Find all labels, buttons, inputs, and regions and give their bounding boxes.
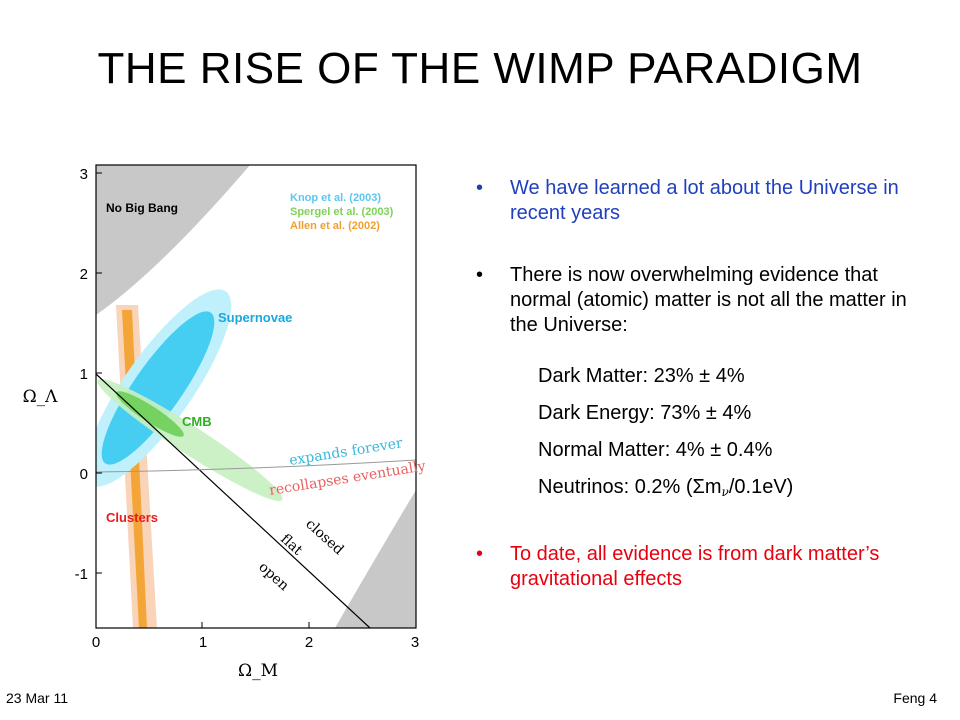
cmb-label: CMB bbox=[182, 414, 212, 429]
legend-spergel: Spergel et al. (2003) bbox=[290, 206, 394, 218]
plot-frame bbox=[95, 164, 417, 629]
normal-matter-stat: Normal Matter: 4% ± 0.4% bbox=[538, 439, 773, 461]
x-tick-label: 0 bbox=[92, 634, 100, 651]
no-big-bang-region bbox=[96, 165, 250, 315]
composition-list: Dark Matter: 23% ± 4% Dark Energy: 73% ±… bbox=[476, 364, 916, 512]
bullet-item: • There is now overwhelming evidence tha… bbox=[476, 263, 916, 338]
flat-universe-line bbox=[96, 373, 371, 628]
y-tick-label: -1 bbox=[75, 566, 88, 583]
x-tick-label: 3 bbox=[411, 634, 419, 651]
legend-allen: Allen et al. (2002) bbox=[290, 220, 380, 232]
omega-plane-diagram: 3 2 1 0 -1 0 1 2 3 Ω_M Ω_Λ No Big Bang K… bbox=[23, 164, 427, 681]
y-axis-label: Ω_Λ bbox=[23, 387, 59, 407]
supernovae-label: Supernovae bbox=[218, 310, 292, 325]
cmb-contour-inner bbox=[116, 391, 184, 437]
neutrinos-suffix: /0.1eV) bbox=[728, 476, 794, 498]
x-axis-label: Ω_M bbox=[238, 661, 278, 681]
bullet-list: • We have learned a lot about the Univer… bbox=[476, 176, 916, 592]
y-tick-label: 0 bbox=[80, 466, 88, 483]
dark-matter-stat: Dark Matter: 23% ± 4% bbox=[538, 365, 745, 387]
legend-knop: Knop et al. (2003) bbox=[290, 192, 381, 204]
y-tick-label: 2 bbox=[80, 266, 88, 283]
y-tick-label: 1 bbox=[80, 366, 88, 383]
cosmology-plot: 3 2 1 0 -1 0 1 2 3 Ω_M Ω_Λ No Big Bang K… bbox=[0, 150, 440, 690]
clusters-label: Clusters bbox=[106, 510, 158, 525]
no-big-bang-label: No Big Bang bbox=[106, 201, 178, 215]
bullet-marker: • bbox=[476, 177, 484, 199]
x-tick-label: 2 bbox=[305, 634, 313, 651]
bullet-text: To date, all evidence is from dark matte… bbox=[510, 543, 880, 590]
bullet-item: • We have learned a lot about the Univer… bbox=[476, 176, 916, 226]
footer-date: 23 Mar 11 bbox=[6, 690, 68, 706]
x-tick-label: 1 bbox=[199, 634, 207, 651]
tick-marks bbox=[96, 172, 310, 628]
y-tick-label: 3 bbox=[80, 166, 88, 183]
slide-title: THE RISE OF THE WIMP PARADIGM bbox=[97, 44, 863, 93]
neutrinos-stat: Neutrinos: 0.2% (Σmν/0.1eV) bbox=[538, 475, 916, 512]
bottom-right-shaded-region bbox=[335, 490, 416, 628]
expansion-boundary-curve bbox=[96, 459, 416, 473]
supernovae-contour-inner bbox=[101, 311, 215, 465]
bullet-item: • To date, all evidence is from dark mat… bbox=[476, 542, 916, 592]
bullet-marker: • bbox=[476, 543, 484, 565]
bullet-text: There is now overwhelming evidence that … bbox=[510, 264, 907, 336]
footer-page: Feng 4 bbox=[893, 690, 937, 706]
neutrinos-subscript: ν bbox=[721, 485, 729, 499]
dark-energy-stat: Dark Energy: 73% ± 4% bbox=[538, 402, 752, 424]
bullet-marker: • bbox=[476, 264, 484, 286]
bullet-text: We have learned a lot about the Universe… bbox=[510, 177, 899, 224]
neutrinos-prefix: Neutrinos: 0.2% (Σm bbox=[538, 476, 722, 498]
